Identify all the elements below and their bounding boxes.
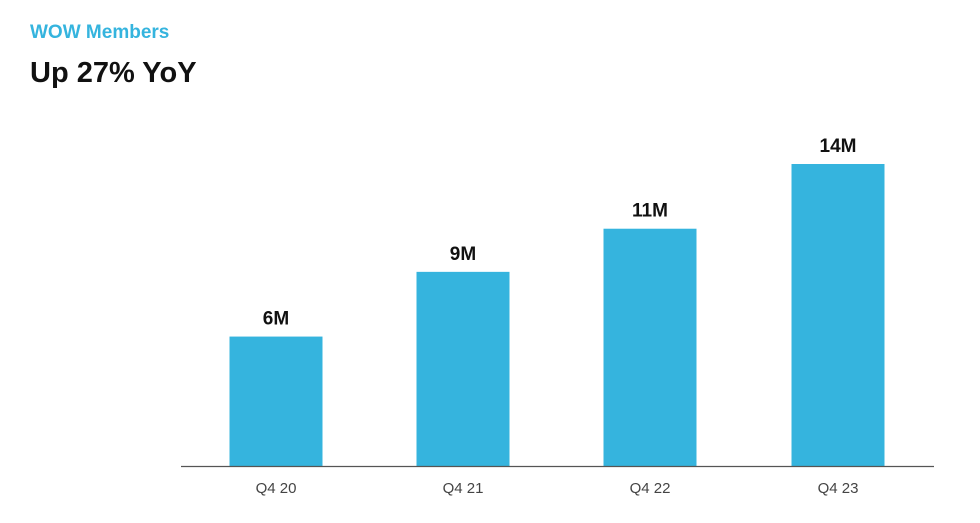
bar [791,164,885,466]
bar [603,228,697,466]
chart-title: Up 27% YoY [30,57,197,89]
bar [229,336,323,466]
data-label: 14M [820,136,857,157]
x-tick-label: Q4 23 [818,480,859,497]
data-label: 11M [632,201,668,222]
x-tick-label: Q4 20 [256,480,297,497]
x-tick-label: Q4 22 [630,480,671,497]
bar [416,271,510,466]
x-tick-label: Q4 21 [443,480,484,497]
data-label: 6M [263,309,289,330]
chart-subtitle: WOW Members [30,22,170,43]
data-label: 9M [450,244,476,265]
